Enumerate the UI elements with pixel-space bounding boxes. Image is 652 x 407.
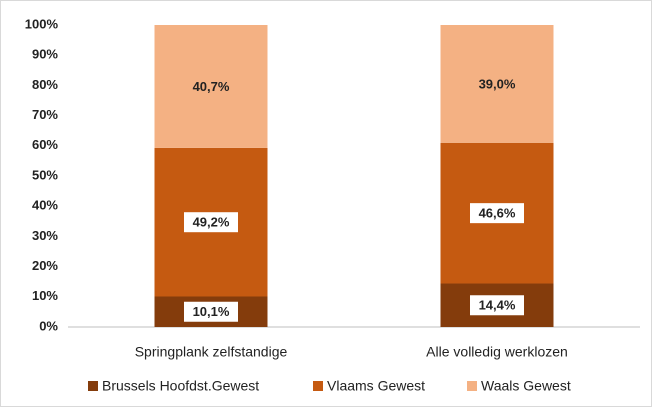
- value-label: 40,7%: [193, 79, 230, 94]
- y-tick-label: 90%: [32, 47, 58, 62]
- value-label-box: [470, 295, 524, 316]
- legend-label: Brussels Hoofdst.Gewest: [102, 378, 259, 394]
- y-tick-label: 40%: [32, 198, 58, 213]
- y-tick-label: 70%: [32, 107, 58, 122]
- y-tick-label: 100%: [25, 16, 59, 31]
- legend-swatch: [313, 381, 323, 391]
- x-tick-label: Alle volledig werklozen: [426, 344, 568, 360]
- bar-segment: [154, 25, 268, 148]
- y-tick-label: 60%: [32, 137, 58, 152]
- value-label-box: [184, 301, 238, 322]
- legend-label: Waals Gewest: [481, 378, 571, 394]
- y-tick-label: 50%: [32, 167, 58, 182]
- x-tick-label: Springplank zelfstandige: [135, 344, 288, 360]
- y-tick-label: 80%: [32, 77, 58, 92]
- legend-swatch: [88, 381, 98, 391]
- value-label: 14,4%: [479, 298, 516, 313]
- value-label: 39,0%: [479, 76, 516, 91]
- y-tick-label: 30%: [32, 228, 58, 243]
- legend-swatch: [467, 381, 477, 391]
- value-label: 46,6%: [479, 206, 516, 221]
- legend-label: Vlaams Gewest: [327, 378, 425, 394]
- value-label-box: [184, 212, 238, 233]
- value-label-box: [470, 203, 524, 224]
- y-tick-label: 0%: [39, 318, 58, 333]
- value-label: 10,1%: [193, 304, 230, 319]
- y-tick-label: 20%: [32, 258, 58, 273]
- value-label: 49,2%: [193, 215, 230, 230]
- y-tick-label: 10%: [32, 288, 58, 303]
- bar-segment: [440, 25, 554, 143]
